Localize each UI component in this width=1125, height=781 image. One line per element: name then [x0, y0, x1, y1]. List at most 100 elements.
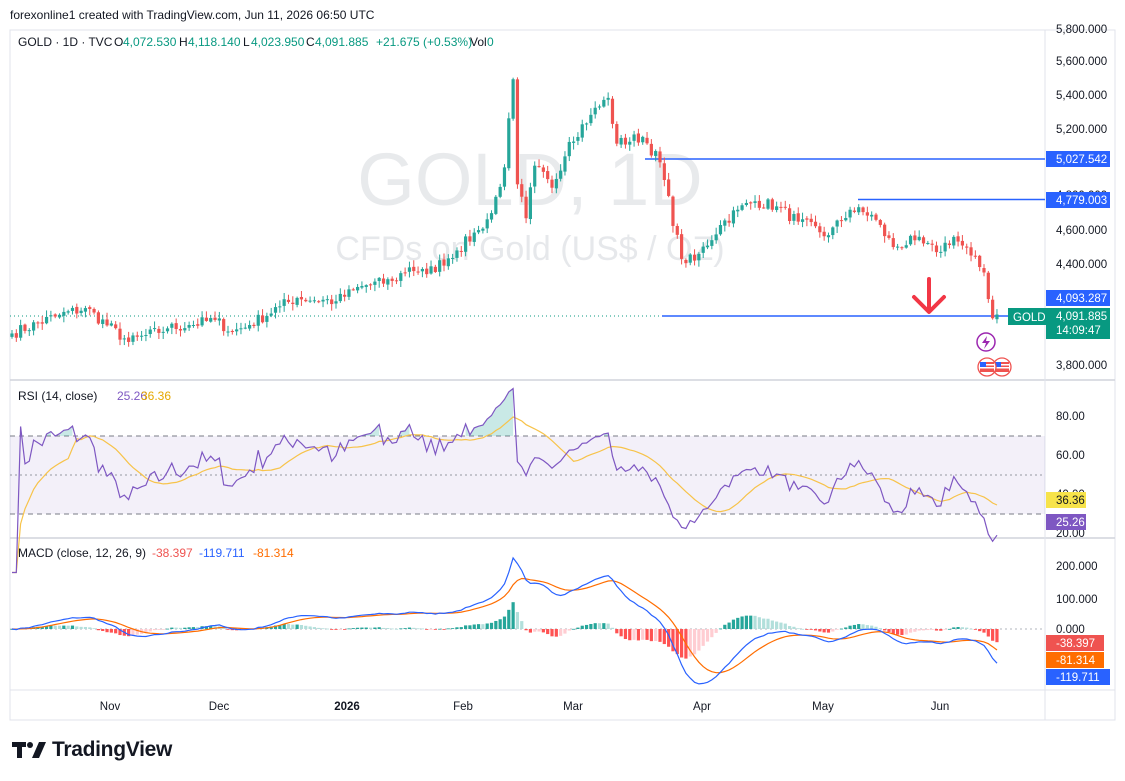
candles[interactable]: [10, 77, 999, 347]
candle-body: [204, 317, 208, 321]
candle-body: [312, 300, 316, 302]
rsi-tag-label: 25.26: [1056, 517, 1085, 529]
main-legend: GOLD · 1D · TVC O 4,072.530 H 4,118.140 …: [18, 35, 494, 49]
candle-body: [913, 235, 917, 241]
macd-hist-bar: [351, 628, 355, 629]
candle-body: [373, 281, 377, 285]
candle-body: [701, 246, 705, 253]
macd-hist-bar: [533, 629, 537, 632]
macd-hist-bar: [502, 616, 507, 629]
macd-hist-bar: [187, 627, 191, 629]
candle-body: [891, 238, 895, 248]
lightning-icon[interactable]: [976, 332, 996, 352]
time-axis[interactable]: Nov Dec 2026 Feb Mar Apr May Jun: [100, 701, 950, 713]
macd-hist-bar: [934, 629, 939, 631]
macd-hist-bar: [226, 629, 230, 630]
macd-hist-bar: [165, 628, 170, 630]
macd-hist-bar: [49, 625, 53, 629]
candle-body: [723, 220, 727, 226]
candle-body: [256, 314, 260, 326]
candle-body: [705, 245, 710, 248]
rsi-value: 25.26: [117, 389, 147, 403]
candle-body: [852, 210, 856, 212]
macd-hist-bar: [822, 629, 826, 633]
macd-hist-bar: [524, 629, 528, 631]
candle-body: [788, 208, 792, 222]
candle-body: [930, 243, 934, 245]
candle-body: [438, 260, 442, 272]
macd-hist-bar: [710, 629, 714, 638]
candle-body: [217, 318, 221, 321]
rsi-ma-value: 36.36: [141, 389, 171, 403]
legend-open: 4,072.530: [123, 35, 177, 49]
candle-body: [900, 247, 904, 249]
candle-body: [796, 213, 800, 222]
macd-hist-bar: [896, 629, 900, 635]
candle-body: [88, 307, 92, 309]
macd-hist-bar: [455, 627, 459, 629]
candle-body: [554, 178, 558, 189]
candle-body: [40, 322, 44, 324]
candle-body: [908, 235, 913, 245]
candle-body: [356, 286, 360, 291]
macd-hist-bar: [343, 629, 347, 630]
macd-hist-bar: [861, 624, 865, 629]
hline-tag-4779: [1046, 192, 1110, 208]
macd-hist-bar: [697, 629, 701, 651]
legend-l-label: L: [243, 35, 250, 49]
candle-body: [140, 335, 144, 337]
candle-body: [286, 299, 291, 302]
candle-body: [485, 219, 489, 229]
macd-hist-bar: [394, 628, 399, 630]
symbol-tag-label: GOLD: [1013, 312, 1046, 324]
candle-body: [615, 124, 619, 144]
time-tick: Apr: [693, 701, 711, 713]
macd-hist-bar: [783, 623, 787, 629]
candle-body: [394, 280, 399, 282]
macd-pane[interactable]: MACD (close, 12, 26, 9) -38.397 -119.711…: [10, 546, 1110, 685]
candle-body: [235, 329, 239, 332]
candle-body: [468, 236, 472, 242]
rsi-pane[interactable]: RSI (14, close) 25.26 36.36 80.00 60.00 …: [10, 387, 1086, 574]
macd-hist-bar: [852, 624, 856, 629]
macd-hist-bar: [658, 629, 662, 642]
candle-body: [878, 220, 882, 225]
candle-body: [451, 257, 455, 259]
macd-hist-bar: [230, 629, 234, 631]
candle-body: [744, 202, 748, 205]
macd-hist-bar: [161, 629, 165, 630]
candle-body: [368, 284, 373, 286]
macd-hist-bar: [356, 627, 360, 629]
candle-body: [295, 297, 299, 305]
macd-hist-bar: [114, 629, 118, 634]
us-flag-icon[interactable]: [977, 357, 997, 377]
candle-body: [641, 136, 645, 143]
macd-hist-bar: [576, 627, 580, 629]
candle-body: [762, 207, 766, 209]
macd-hist-bar: [559, 629, 563, 636]
candle-body: [520, 184, 524, 197]
candle-body: [114, 324, 118, 329]
macd-hist-bar: [913, 629, 917, 632]
macd-hist-bar: [636, 629, 640, 641]
macd-hist-bar: [731, 619, 736, 629]
macd-hist-bar: [489, 622, 494, 629]
candle-body: [649, 143, 653, 156]
candle-body: [308, 300, 312, 302]
macd-hist-bar: [775, 621, 779, 629]
candle-body: [75, 306, 79, 314]
macd-hist-bar: [191, 627, 196, 629]
candle-body: [174, 323, 178, 330]
rsi-ma-tag: [1046, 492, 1086, 508]
macd-line: [11, 556, 998, 685]
macd-hist-bar: [273, 625, 278, 629]
macd-hist-bar: [152, 629, 157, 631]
macd-hist-bar: [57, 625, 62, 629]
candle-body: [986, 272, 990, 300]
candle-body: [399, 273, 403, 281]
rsi-tick: 60.00: [1056, 450, 1085, 462]
candle-body: [57, 314, 62, 318]
candle-body: [230, 331, 234, 333]
macd-hist-bar: [459, 627, 463, 629]
